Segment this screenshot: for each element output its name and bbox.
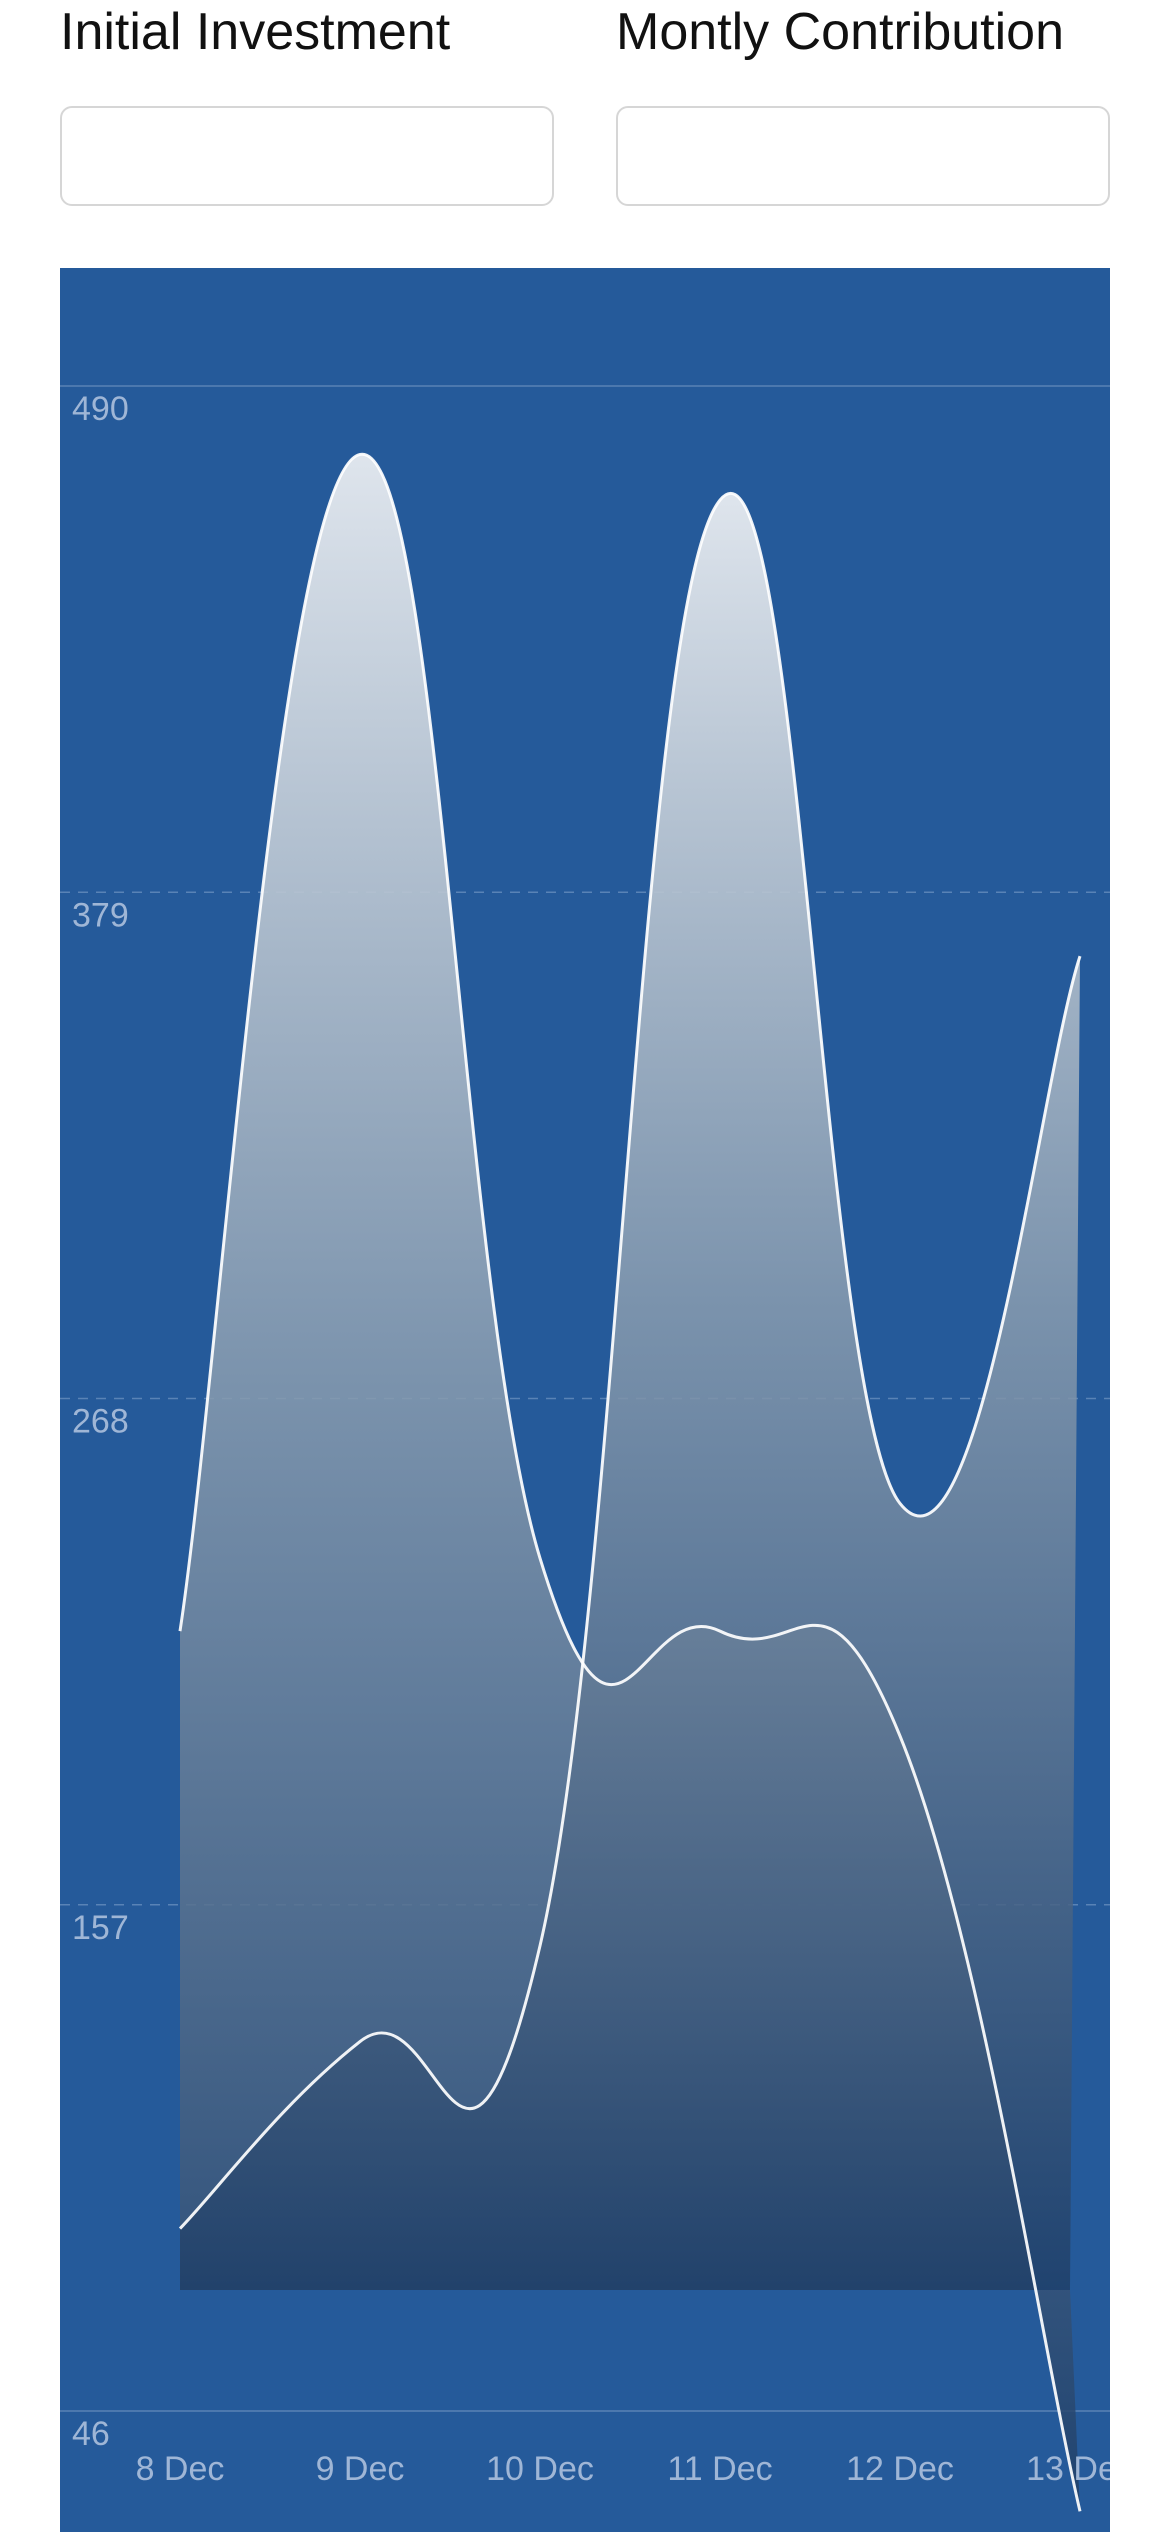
initial-investment-label: Initial Investment xyxy=(60,3,451,61)
investment-chart: 490 379 268 157 46 8 Dec 9 Dec 10 Dec 11 Dec 12 … xyxy=(60,268,1110,2532)
y-tick-label: 268 xyxy=(72,1403,129,1441)
monthly-contribution-input[interactable] xyxy=(616,106,1110,206)
x-tick-label: 13 Dec xyxy=(1026,2450,1110,2488)
y-tick-label: 379 xyxy=(72,896,129,934)
x-axis-ticks: 8 Dec 9 Dec 10 Dec 11 Dec 12 Dec 13 Dec xyxy=(136,2450,1110,2488)
y-tick-label: 490 xyxy=(72,390,129,428)
series-line xyxy=(178,492,1082,2230)
series-line xyxy=(178,452,1082,2512)
series-area xyxy=(180,493,1080,2290)
x-tick-label: 12 Dec xyxy=(846,2450,954,2488)
y-tick-label: 157 xyxy=(72,1909,129,1947)
monthly-contribution-label: Montly Contribution xyxy=(616,3,1064,61)
x-tick-label: 11 Dec xyxy=(667,2450,772,2488)
initial-investment-input[interactable] xyxy=(60,106,554,206)
y-tick-label: 46 xyxy=(72,2415,110,2453)
series-lines xyxy=(178,452,1082,2512)
x-tick-label: 10 Dec xyxy=(486,2450,594,2488)
x-tick-label: 8 Dec xyxy=(136,2450,225,2488)
y-axis-ticks: 490 379 268 157 46 xyxy=(72,390,129,2453)
x-tick-label: 9 Dec xyxy=(316,2450,405,2488)
area-fills xyxy=(180,454,1080,2512)
chart-canvas: 490 379 268 157 46 8 Dec 9 Dec 10 Dec 11 Dec 12 … xyxy=(60,385,1110,2512)
